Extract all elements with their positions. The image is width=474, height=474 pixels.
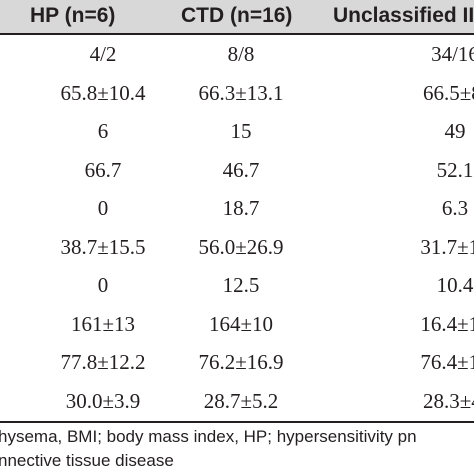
table-cell: 0 [97, 273, 109, 297]
column-header-unclassified: Unclassified II [333, 4, 474, 27]
table-cell: 161±13 [70, 311, 136, 336]
table-cell: 28.3±4. [422, 388, 474, 413]
table-cell: 34/16 [431, 42, 474, 66]
table-cell: 31.7±10 [420, 234, 474, 259]
table-cell: 46.7 [222, 157, 260, 182]
table-cell: 56.0±26.9 [198, 234, 284, 259]
table-cell: 66.3±13.1 [198, 80, 284, 105]
table-cell: 6.3 [441, 196, 469, 220]
table-cell: 8/8 [227, 42, 255, 66]
table-cell: 66.5±8. [422, 80, 474, 105]
table-cell: 52.1 [436, 157, 474, 182]
bottom-rule [0, 421, 474, 423]
column-header-hp: HP (n=6) [30, 4, 116, 27]
table-cell: 15 [230, 119, 252, 143]
table-cell: 4/2 [89, 42, 117, 66]
table-cell: 10.4 [436, 273, 474, 297]
footnote-line-1: hysema, BMI; body mass index, HP; hypers… [0, 427, 417, 446]
table-cell: 18.7 [222, 196, 260, 220]
table-cell: 6 [97, 119, 109, 143]
header-rule [0, 33, 474, 35]
table-header: HP (n=6) CTD (n=16) Unclassified II [0, 0, 474, 34]
column-header-ctd: CTD (n=16) [181, 4, 293, 27]
table-cell: 77.8±12.2 [60, 350, 146, 374]
table-cell: 76.4±12 [420, 350, 474, 374]
table-cell: 49 [444, 119, 466, 143]
table-cell: 65.8±10.4 [60, 80, 146, 105]
table-cell: 0 [97, 196, 109, 220]
table-cell: 12.5 [222, 273, 260, 297]
table-cell: 30.0±3.9 [65, 388, 141, 413]
table-cell: 66.7 [84, 157, 122, 182]
table-cell: 164±10 [208, 311, 274, 336]
table-cell: 38.7±15.5 [60, 234, 146, 259]
table-cell: 76.2±16.9 [198, 350, 284, 374]
table-cell: 16.4±10 [420, 311, 474, 336]
table-cell: 28.7±5.2 [203, 388, 279, 413]
footnote-line-2: nnective tissue disease [0, 451, 174, 470]
